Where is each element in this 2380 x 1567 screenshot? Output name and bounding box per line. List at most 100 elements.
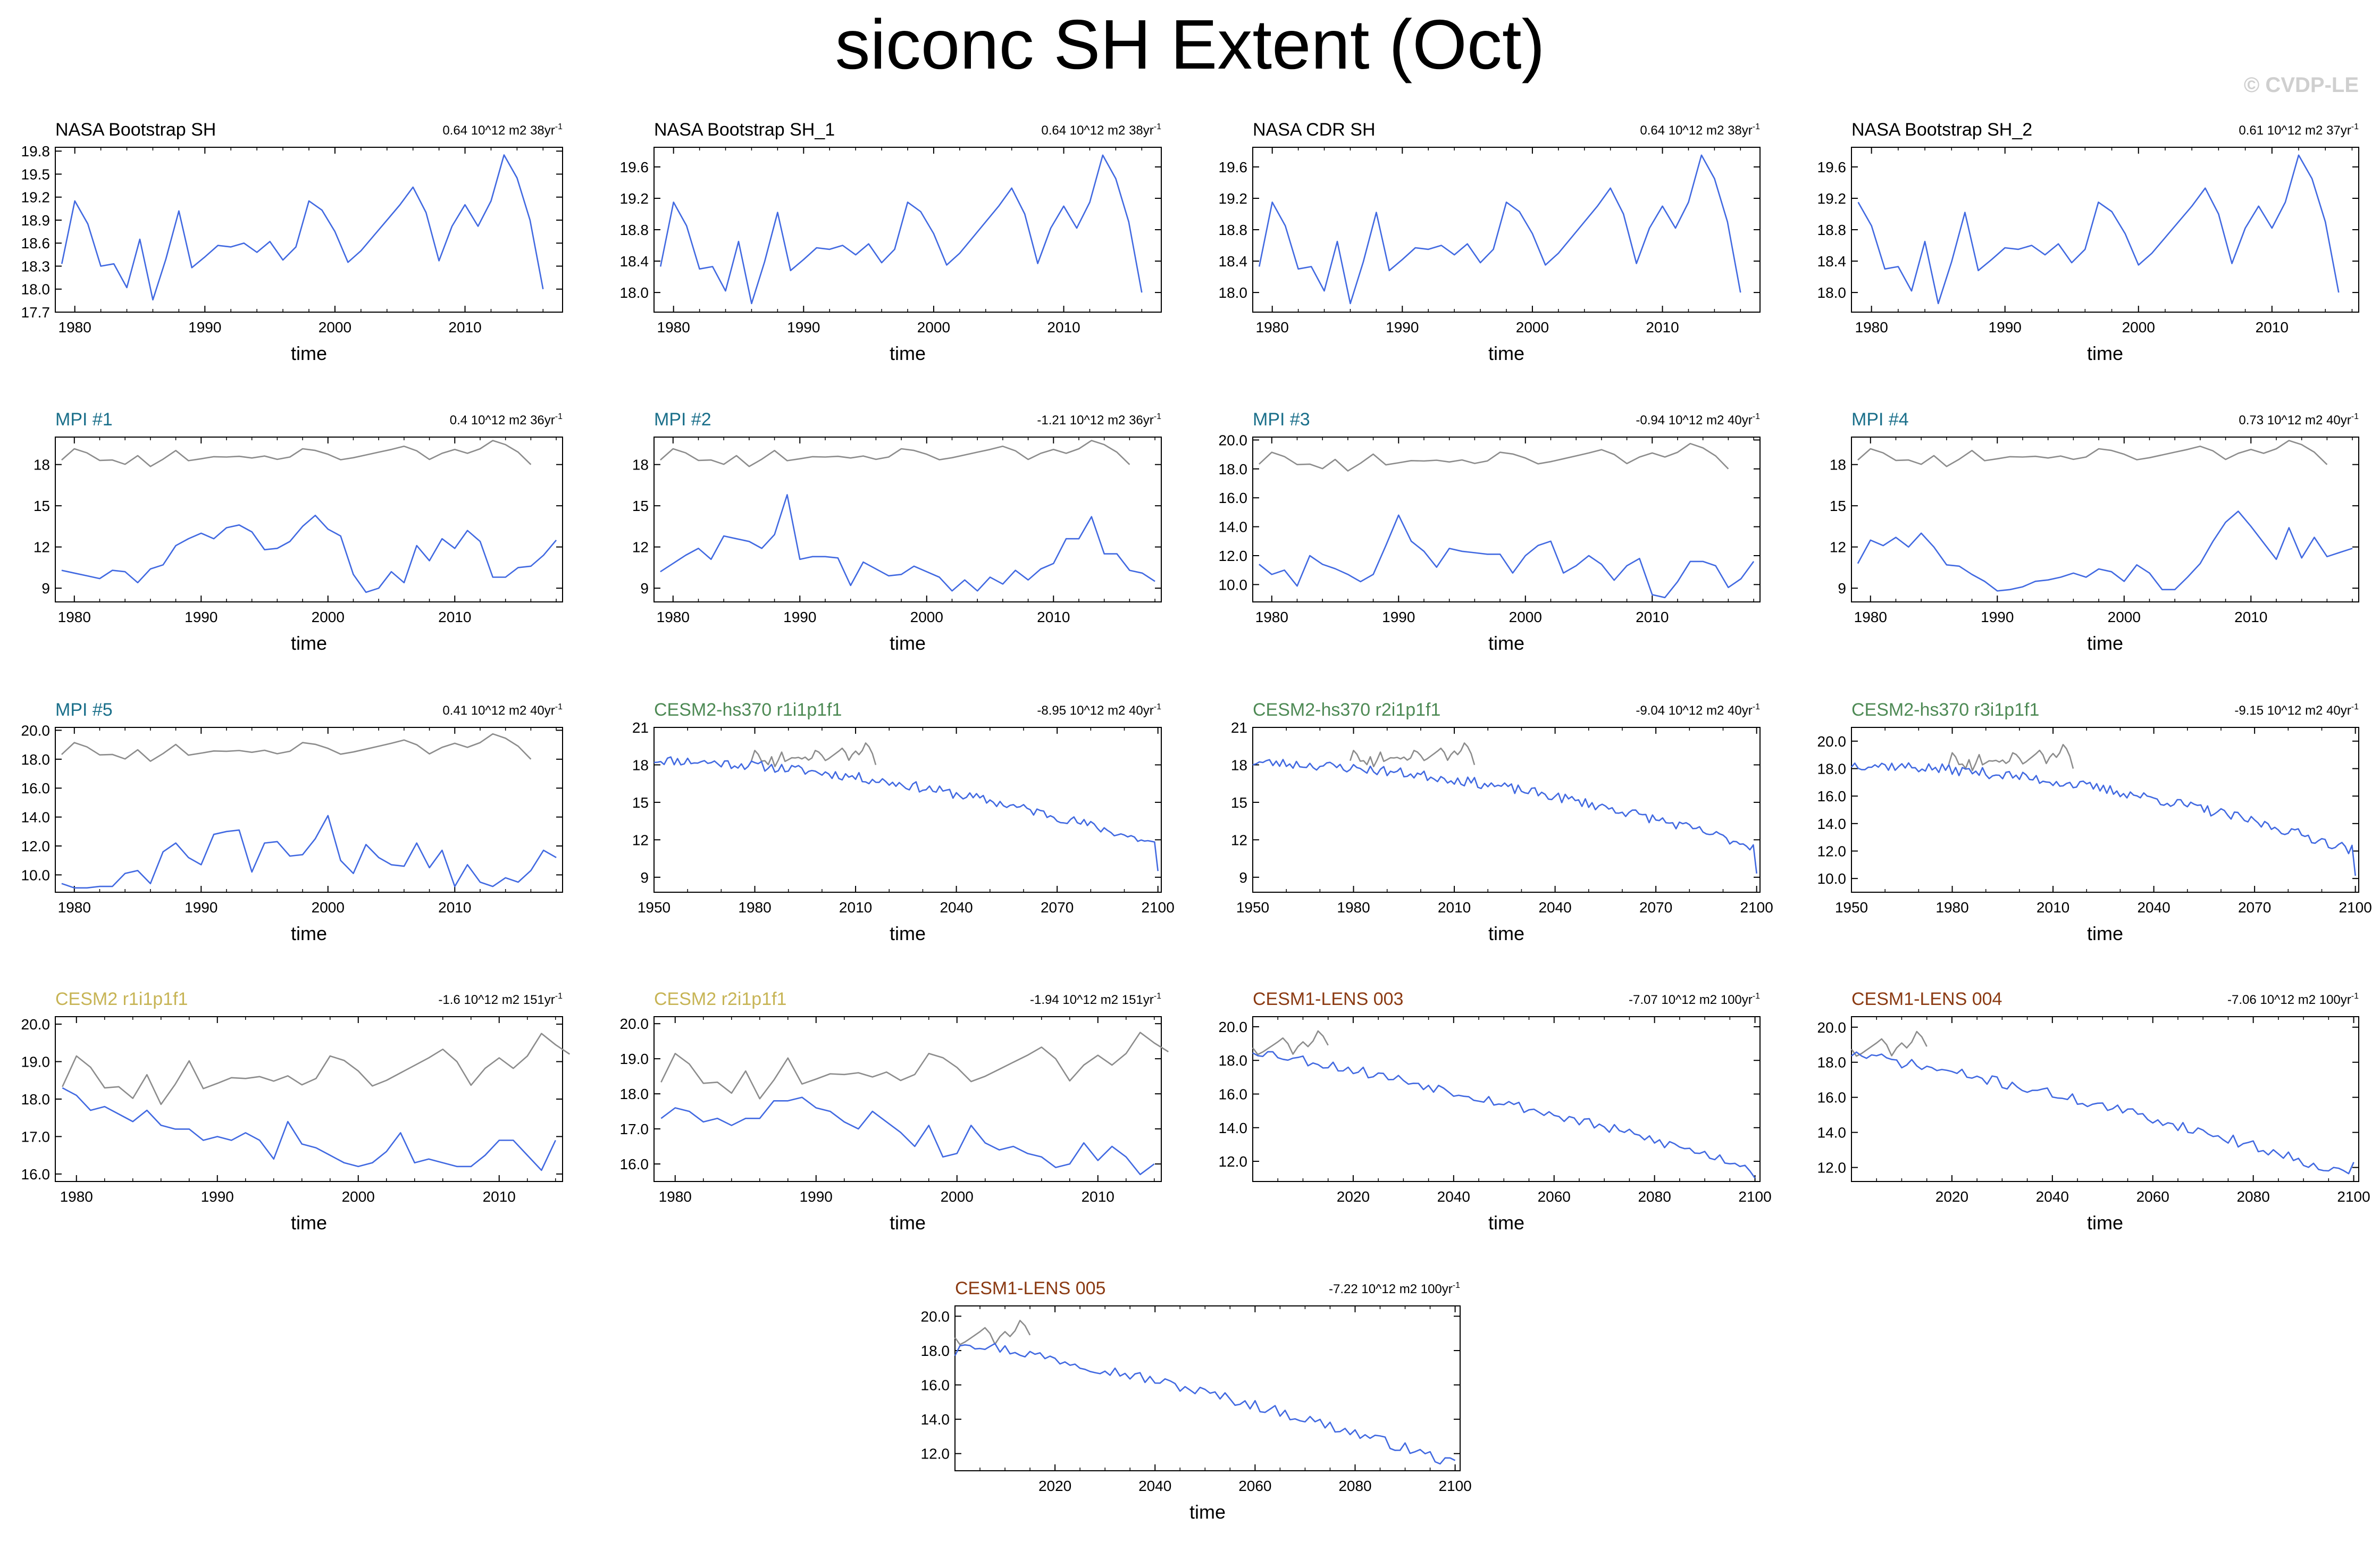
panel-title: CESM1-LENS 003 bbox=[1253, 989, 1403, 1009]
trend-label: -7.07 10^12 m2 100yr-1 bbox=[1629, 992, 1760, 1007]
trend-label: 0.64 10^12 m2 38yr-1 bbox=[1640, 122, 1760, 138]
y-tick-label: 12 bbox=[1830, 539, 1846, 556]
y-tick-label: 20.0 bbox=[1219, 432, 1248, 448]
y-tick-label: 15 bbox=[632, 498, 649, 514]
panel-title: NASA CDR SH bbox=[1253, 120, 1376, 140]
x-axis-label: time bbox=[1488, 342, 1524, 364]
x-axis-label: time bbox=[291, 342, 327, 364]
obs-series-line bbox=[1349, 742, 1476, 767]
model-series-line bbox=[660, 494, 1155, 592]
plot-frame bbox=[653, 727, 1162, 893]
panel-cesm2-r1: CESM2 r1i1p1f1 -1.6 10^12 m2 151yr-1 1980 1… bbox=[21, 989, 571, 1234]
model-series-line bbox=[62, 1087, 556, 1171]
x-axis-label: time bbox=[1488, 923, 1524, 944]
x-tick-label: 2000 bbox=[342, 1188, 375, 1205]
x-tick-label: 2010 bbox=[1636, 609, 1669, 625]
obs-series-line bbox=[660, 440, 1130, 467]
y-tick-label: 16.0 bbox=[921, 1377, 950, 1394]
obs-series-line bbox=[1252, 1030, 1329, 1055]
panel-title: CESM2-hs370 r1i1p1f1 bbox=[654, 700, 842, 720]
y-tick-label: 14.0 bbox=[21, 809, 51, 826]
x-tick-label: 2000 bbox=[1516, 319, 1549, 336]
y-tick-label: 15 bbox=[632, 794, 649, 811]
x-tick-label: 2020 bbox=[1935, 1188, 1968, 1205]
obs-series-line bbox=[61, 154, 544, 301]
panel-title: MPI #1 bbox=[55, 409, 113, 430]
x-tick-label: 1980 bbox=[58, 609, 91, 625]
x-tick-label: 2100 bbox=[1438, 1478, 1471, 1494]
y-tick-label: 18.0 bbox=[921, 1343, 950, 1359]
y-tick-label: 14.0 bbox=[921, 1411, 950, 1428]
y-tick-label: 18.4 bbox=[1817, 253, 1847, 270]
y-tick-label: 16.0 bbox=[1219, 1086, 1248, 1103]
y-tick-label: 18.0 bbox=[21, 751, 51, 768]
trend-label: 0.73 10^12 m2 40yr-1 bbox=[2239, 412, 2359, 428]
x-tick-label: 2010 bbox=[839, 899, 872, 916]
x-tick-label: 2040 bbox=[2137, 899, 2170, 916]
y-tick-label: 14.0 bbox=[1219, 519, 1248, 535]
model-series-line bbox=[1252, 759, 1757, 874]
y-tick-label: 18.0 bbox=[21, 281, 51, 298]
y-tick-label: 15 bbox=[1231, 794, 1247, 811]
x-tick-label: 2020 bbox=[1337, 1188, 1370, 1205]
plot-frame bbox=[55, 437, 563, 602]
y-tick-label: 12.0 bbox=[921, 1446, 950, 1462]
obs-series-line bbox=[1857, 440, 2328, 467]
y-tick-label: 18 bbox=[33, 457, 50, 473]
x-tick-label: 2000 bbox=[1509, 609, 1542, 625]
x-tick-label: 2000 bbox=[2122, 319, 2155, 336]
x-tick-label: 2000 bbox=[917, 319, 950, 336]
x-tick-label: 1950 bbox=[638, 899, 671, 916]
trend-label: 0.64 10^12 m2 38yr-1 bbox=[1041, 122, 1161, 138]
y-tick-label: 18.8 bbox=[620, 222, 649, 238]
obs-series-line bbox=[62, 1033, 571, 1105]
x-tick-label: 2010 bbox=[2234, 609, 2267, 625]
plot-frame bbox=[653, 1016, 1162, 1182]
obs-series-line bbox=[61, 440, 532, 467]
y-tick-label: 19.2 bbox=[21, 189, 51, 206]
trend-label: 0.41 10^12 m2 40yr-1 bbox=[442, 702, 563, 718]
panel-cesm2-hs370-r3: CESM2-hs370 r3i1p1f1 -9.15 10^12 m2 40yr-… bbox=[1817, 700, 2372, 944]
y-tick-label: 20.0 bbox=[21, 722, 51, 739]
plot-frame bbox=[1252, 147, 1761, 313]
y-tick-label: 16.0 bbox=[1817, 1090, 1847, 1106]
obs-series-line bbox=[1258, 154, 1741, 305]
y-tick-label: 18.9 bbox=[21, 212, 51, 229]
y-tick-label: 19.2 bbox=[620, 190, 649, 207]
y-tick-label: 20.0 bbox=[21, 1016, 51, 1033]
panel-cesm1-lens-005: CESM1-LENS 005 -7.22 10^12 m2 100yr-1 2020… bbox=[921, 1278, 1472, 1523]
x-tick-label: 2010 bbox=[438, 609, 471, 625]
obs-series-line bbox=[1948, 744, 2074, 772]
obs-series-line bbox=[750, 742, 877, 767]
trend-label: -8.95 10^12 m2 40yr-1 bbox=[1037, 702, 1161, 718]
x-tick-label: 2070 bbox=[1639, 899, 1672, 916]
panel-title: CESM2-hs370 r3i1p1f1 bbox=[1851, 700, 2039, 720]
y-tick-label: 19.6 bbox=[1219, 159, 1248, 175]
y-tick-label: 15 bbox=[1830, 498, 1846, 514]
panel-title: MPI #2 bbox=[654, 409, 711, 430]
model-series-line bbox=[1857, 510, 2353, 592]
x-tick-label: 2010 bbox=[483, 1188, 516, 1205]
x-tick-label: 2010 bbox=[1037, 609, 1070, 625]
model-series-line bbox=[954, 1343, 1456, 1465]
x-tick-label: 1980 bbox=[659, 1188, 692, 1205]
y-tick-label: 19.2 bbox=[1817, 190, 1847, 207]
x-tick-label: 1980 bbox=[58, 899, 91, 916]
y-tick-label: 9 bbox=[640, 869, 649, 886]
x-tick-label: 1980 bbox=[657, 319, 690, 336]
panel-nasa-bootstrap-sh-1: NASA Bootstrap SH_1 0.64 10^12 m2 38yr-1 1… bbox=[620, 120, 1162, 364]
x-tick-label: 2020 bbox=[1038, 1478, 1071, 1494]
y-tick-label: 18.0 bbox=[1219, 1052, 1248, 1069]
plot-frame bbox=[55, 727, 563, 893]
y-tick-label: 12.0 bbox=[21, 838, 51, 854]
panel-title: MPI #3 bbox=[1253, 409, 1310, 430]
y-tick-label: 14.0 bbox=[1817, 1125, 1847, 1141]
trend-label: -9.04 10^12 m2 40yr-1 bbox=[1636, 702, 1760, 718]
x-tick-label: 2060 bbox=[1538, 1188, 1571, 1205]
x-tick-label: 2100 bbox=[1142, 899, 1175, 916]
x-tick-label: 2040 bbox=[1437, 1188, 1470, 1205]
y-tick-label: 19.6 bbox=[1817, 159, 1847, 175]
y-tick-label: 18.4 bbox=[1219, 253, 1248, 270]
panel-mpi-5: MPI #5 0.41 10^12 m2 40yr-1 1980 1990 2000 20… bbox=[21, 700, 563, 944]
panel-cesm2-hs370-r2: CESM2-hs370 r2i1p1f1 -9.04 10^12 m2 40yr-… bbox=[1231, 700, 1773, 944]
